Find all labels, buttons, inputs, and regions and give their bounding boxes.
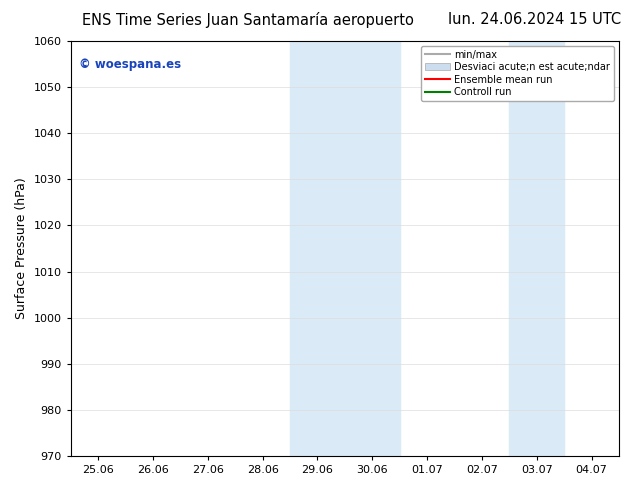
Text: © woespana.es: © woespana.es [79, 58, 181, 71]
Bar [290, 41, 399, 456]
Text: lun. 24.06.2024 15 UTC: lun. 24.06.2024 15 UTC [448, 12, 621, 27]
Bar [509, 41, 564, 456]
Legend: min/max, Desviaci acute;n est acute;ndar, Ensemble mean run, Controll run: min/max, Desviaci acute;n est acute;ndar… [422, 46, 614, 101]
Y-axis label: Surface Pressure (hPa): Surface Pressure (hPa) [15, 178, 28, 319]
Text: ENS Time Series Juan Santamaría aeropuerto: ENS Time Series Juan Santamaría aeropuer… [82, 12, 414, 28]
